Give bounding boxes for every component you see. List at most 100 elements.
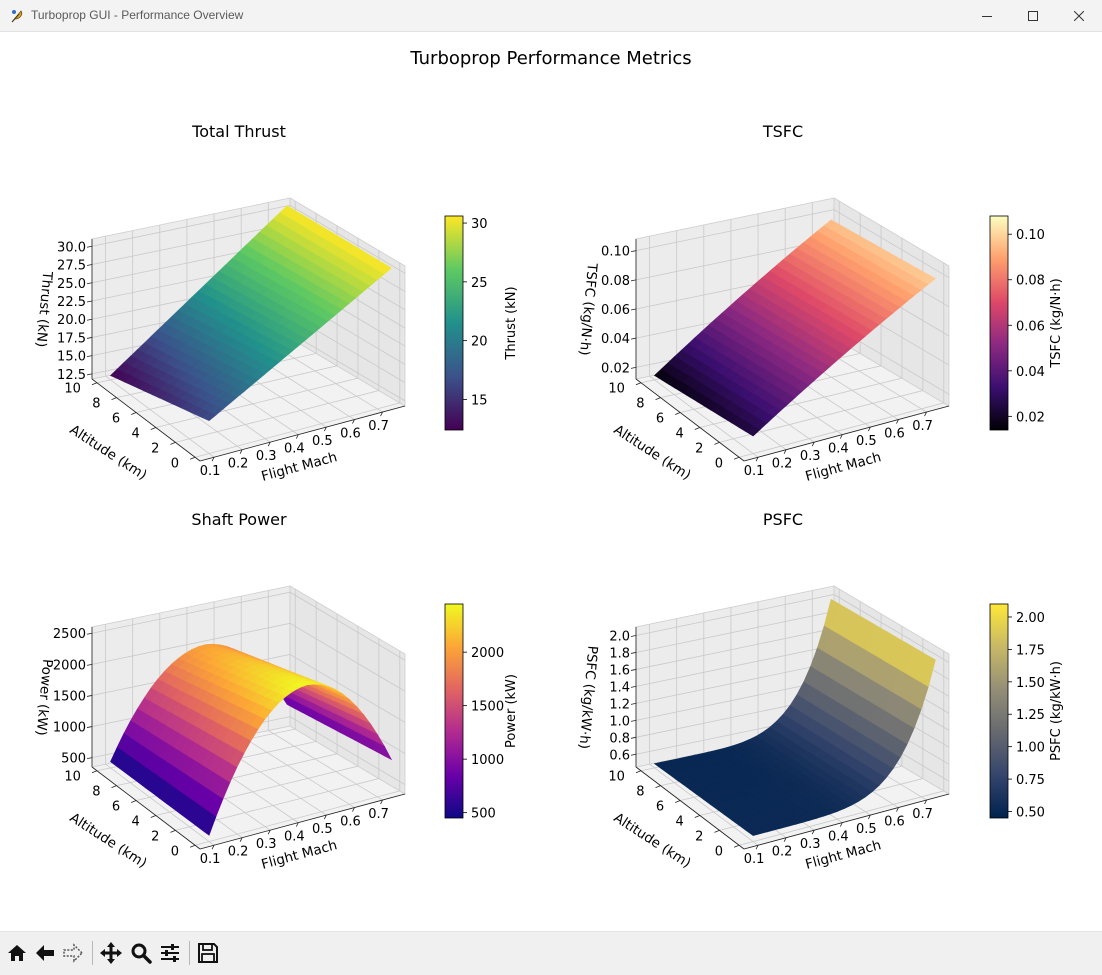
pan-icon — [100, 942, 122, 964]
y-tick — [150, 815, 156, 818]
x-tick-label: 0.5 — [312, 434, 333, 449]
colorbar-label: Power (kW) — [504, 674, 519, 748]
x-tick — [924, 411, 927, 417]
z-tick-label: 2000 — [53, 658, 86, 673]
colorbar-tick-label: 2.00 — [1016, 611, 1045, 626]
subplot-title: Shaft Power — [191, 510, 287, 529]
forward-button[interactable] — [60, 940, 86, 966]
x-tick-label: 0.5 — [312, 822, 333, 837]
x-tick — [352, 419, 355, 424]
z-tick — [86, 337, 93, 339]
close-button[interactable] — [1056, 0, 1102, 31]
y-tick-label: 6 — [656, 412, 664, 427]
x-tick-label: 0.5 — [856, 434, 877, 449]
maximize-button[interactable] — [1010, 0, 1056, 31]
x-tick — [896, 419, 899, 424]
save-button[interactable] — [195, 940, 221, 966]
gridline-y — [738, 650, 945, 846]
z-tick — [630, 635, 637, 637]
y-tick-label: 10 — [608, 770, 625, 785]
z-tick-label: 0.06 — [601, 303, 630, 318]
configure-subplots-button[interactable] — [157, 940, 183, 966]
x-tick — [811, 829, 815, 835]
y-tick-label: 0 — [171, 844, 179, 859]
x-tick — [839, 822, 843, 827]
figure-suptitle: Turboprop Performance Metrics — [409, 48, 691, 69]
x-tick-label: 0.2 — [772, 845, 793, 860]
x-tick-label: 0.6 — [340, 427, 361, 442]
gridline-z — [635, 209, 950, 279]
y-tick-label: 8 — [92, 397, 100, 412]
x-tick — [868, 814, 871, 820]
y-tick — [714, 829, 720, 833]
colorbar-tick-label: 0.50 — [1016, 806, 1045, 821]
y-tick-label: 6 — [112, 800, 120, 815]
x-tick — [295, 434, 299, 439]
home-button[interactable] — [4, 940, 30, 966]
x-tick — [924, 799, 927, 805]
x-axis-line — [743, 793, 950, 850]
x-tick — [755, 845, 759, 850]
save-icon — [198, 943, 218, 963]
gridline-y — [175, 638, 380, 831]
x-tick-label: 0.1 — [200, 852, 221, 867]
gridline-x — [105, 236, 215, 458]
subplot-title: TSFC — [762, 122, 803, 141]
y-tick-label: 10 — [64, 770, 81, 785]
zoom-button[interactable] — [128, 940, 154, 966]
x-tick-label: 0.1 — [744, 464, 765, 479]
x-axis-line — [199, 793, 406, 850]
colorbar-tick-label: 1.25 — [1016, 708, 1045, 723]
x-tick — [755, 457, 759, 462]
configure-subplots-icon — [161, 944, 179, 962]
gridline-y — [719, 250, 924, 443]
z-axis-label: TSFC (kg/N·h) — [576, 261, 600, 356]
x-tick — [239, 837, 243, 842]
z-tick-label: 1500 — [53, 689, 86, 704]
z-tick-label: 2500 — [53, 627, 86, 642]
pan-button[interactable] — [98, 940, 124, 966]
colorbar-label: PSFC (kg/kW·h) — [1049, 661, 1064, 761]
y-tick — [675, 800, 681, 803]
z-tick-label: 1.0 — [609, 714, 630, 729]
gridline-z — [91, 204, 406, 274]
z-tick — [86, 757, 93, 760]
y-tick — [675, 412, 681, 415]
z-tick-label: 27.5 — [57, 259, 86, 274]
back-button[interactable] — [32, 940, 58, 966]
toolbar-separator — [189, 941, 190, 965]
minimize-button[interactable] — [964, 0, 1010, 31]
z-axis-label: Power (kW) — [33, 658, 56, 736]
colorbar-label: Thrust (kN) — [504, 286, 519, 360]
x-tick-label: 0.6 — [884, 427, 905, 442]
z-tick-label: 20.0 — [57, 313, 86, 328]
figure-canvas[interactable]: Turboprop Performance Metrics 0.10.20.30… — [0, 31, 1102, 930]
maximize-icon — [1028, 10, 1038, 21]
y-tick-label: 2 — [151, 829, 159, 844]
y-tick-label: 4 — [132, 426, 140, 441]
x-tick-label: 0.2 — [228, 845, 249, 860]
x-tick — [380, 411, 383, 417]
x-tick — [211, 845, 215, 850]
x-tick-label: 0.7 — [912, 807, 933, 822]
colorbar-tick-label: 1.00 — [1016, 741, 1045, 756]
z-tick-label: 1000 — [53, 721, 86, 736]
x-tick-label: 0.7 — [912, 419, 933, 434]
z-tick-label: 1.8 — [609, 646, 630, 661]
subplot-title: PSFC — [763, 510, 803, 529]
x-tick — [380, 799, 383, 805]
colorbar-tick-label: 25 — [471, 276, 488, 291]
z-tick — [86, 373, 93, 376]
y-tick — [189, 456, 196, 460]
gridline-z — [91, 591, 406, 661]
x-tick-label: 0.7 — [368, 419, 389, 434]
gridline-x — [105, 624, 215, 846]
close-icon — [1074, 10, 1084, 21]
colorbar-tick-label: 0.75 — [1016, 773, 1045, 788]
back-icon — [36, 945, 54, 961]
y-axis-line — [91, 378, 201, 462]
y-tick — [635, 770, 642, 774]
x-tick-label: 0.1 — [200, 464, 221, 479]
surface-patch — [376, 263, 392, 275]
